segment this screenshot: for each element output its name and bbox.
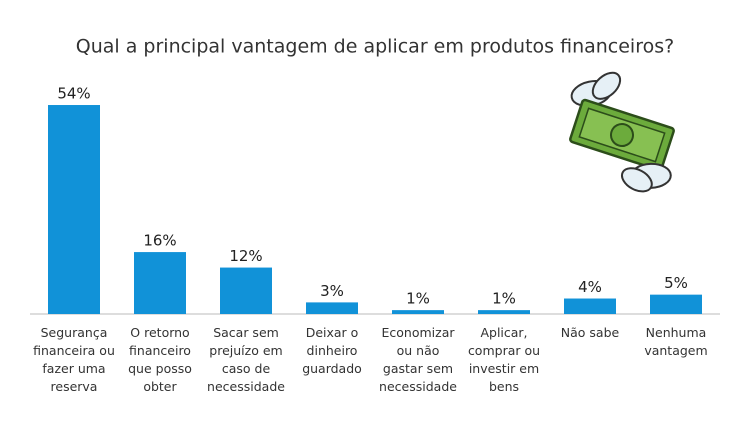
bar	[48, 105, 100, 315]
category-label: Sacar sem prejuízo em caso de necessidad…	[207, 325, 285, 394]
category-label: Economizar ou não gastar sem necessidade	[379, 325, 457, 394]
money-illustration	[569, 71, 675, 193]
category-label: Aplicar, comprar ou investir em bens	[467, 325, 541, 394]
category-label: Segurança financeira ou fazer uma reserv…	[33, 325, 115, 394]
value-label: 1%	[406, 290, 430, 308]
value-label: 54%	[57, 85, 90, 103]
category-label: Deixar o dinheiro guardado	[302, 325, 362, 376]
value-label: 3%	[320, 282, 344, 300]
bar	[392, 310, 444, 314]
bar	[650, 294, 702, 314]
value-label: 12%	[229, 247, 262, 265]
value-label: 5%	[664, 274, 688, 292]
value-label: 1%	[492, 290, 516, 308]
value-label: 4%	[578, 278, 602, 296]
bar	[478, 310, 530, 314]
bar	[564, 298, 616, 314]
value-label: 16%	[143, 232, 176, 250]
category-label: Não sabe	[560, 325, 620, 340]
bar	[134, 252, 186, 314]
bar	[306, 302, 358, 314]
category-label: Nenhuma vantagem	[644, 325, 708, 358]
category-label: O retorno financeiro que posso obter	[128, 325, 192, 394]
chart-title: Qual a principal vantagem de aplicar em …	[76, 36, 674, 58]
bar	[220, 267, 272, 314]
